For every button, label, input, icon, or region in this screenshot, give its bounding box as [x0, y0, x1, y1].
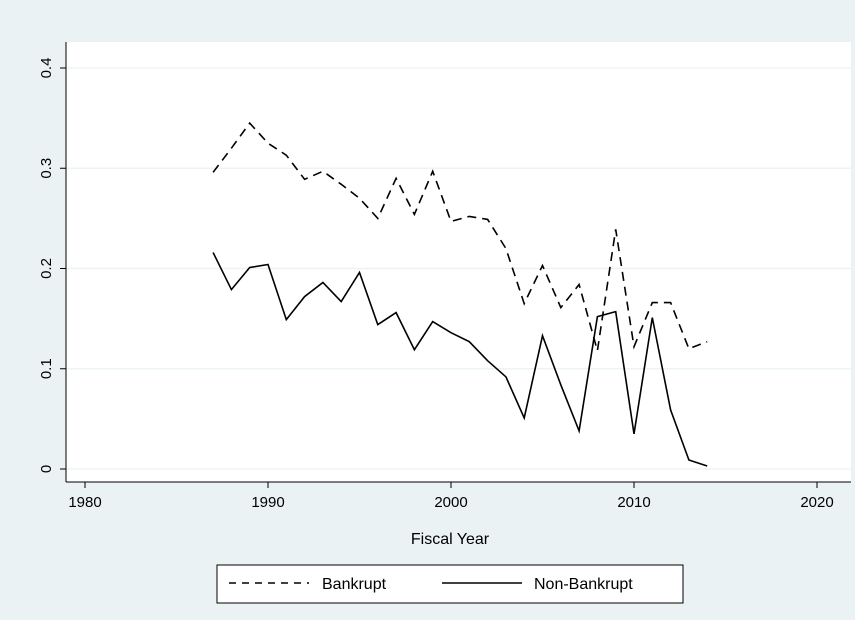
x-tick-label: 2000	[434, 494, 467, 511]
x-tick-label: 1990	[251, 494, 284, 511]
series-line-non-bankrupt	[212, 252, 708, 467]
y-axis: 0 0.1 0.2 0.3 0.4	[38, 58, 66, 473]
x-tick-label: 1980	[68, 494, 101, 511]
y-tick-label: 0	[38, 465, 55, 473]
legend-box	[216, 564, 684, 604]
y-tick-label: 0.2	[38, 258, 55, 279]
series-line-bankrupt	[212, 121, 708, 351]
y-tick-label: 0.1	[38, 358, 55, 379]
x-tick-label: 2010	[617, 494, 650, 511]
data-series	[212, 121, 708, 467]
plot-area	[66, 42, 851, 482]
legend-label-non-bankrupt: Non-Bankrupt	[534, 576, 633, 593]
legend: Bankrupt Non-Bankrupt	[216, 564, 684, 604]
x-axis-title: Fiscal Year	[411, 531, 490, 548]
x-axis: 1980 1990 2000 2010 2020	[68, 482, 834, 511]
gridlines	[66, 67, 851, 470]
legend-label-bankrupt: Bankrupt	[322, 576, 387, 593]
y-tick-label: 0.4	[38, 58, 55, 79]
y-tick-label: 0.3	[38, 158, 55, 179]
x-tick-label: 2020	[800, 494, 833, 511]
